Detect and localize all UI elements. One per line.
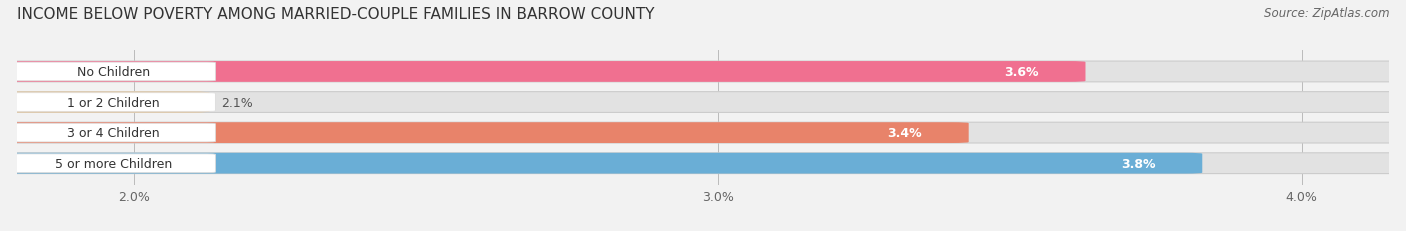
FancyBboxPatch shape xyxy=(11,93,215,112)
Text: Source: ZipAtlas.com: Source: ZipAtlas.com xyxy=(1264,7,1389,20)
Text: 3.8%: 3.8% xyxy=(1121,157,1156,170)
FancyBboxPatch shape xyxy=(0,153,1202,174)
FancyBboxPatch shape xyxy=(11,124,215,142)
FancyBboxPatch shape xyxy=(11,154,215,173)
FancyBboxPatch shape xyxy=(0,123,1406,143)
Text: 3.4%: 3.4% xyxy=(887,127,922,140)
FancyBboxPatch shape xyxy=(0,62,1085,82)
FancyBboxPatch shape xyxy=(11,63,215,81)
Text: 3.6%: 3.6% xyxy=(1004,66,1039,79)
Text: INCOME BELOW POVERTY AMONG MARRIED-COUPLE FAMILIES IN BARROW COUNTY: INCOME BELOW POVERTY AMONG MARRIED-COUPL… xyxy=(17,7,654,22)
FancyBboxPatch shape xyxy=(0,62,1406,82)
FancyBboxPatch shape xyxy=(0,153,1406,174)
FancyBboxPatch shape xyxy=(0,92,1406,113)
Text: 1 or 2 Children: 1 or 2 Children xyxy=(67,96,159,109)
Text: 2.1%: 2.1% xyxy=(221,96,253,109)
Text: No Children: No Children xyxy=(77,66,150,79)
Text: 5 or more Children: 5 or more Children xyxy=(55,157,172,170)
FancyBboxPatch shape xyxy=(0,92,209,113)
FancyBboxPatch shape xyxy=(0,123,969,143)
Text: 3 or 4 Children: 3 or 4 Children xyxy=(67,127,159,140)
